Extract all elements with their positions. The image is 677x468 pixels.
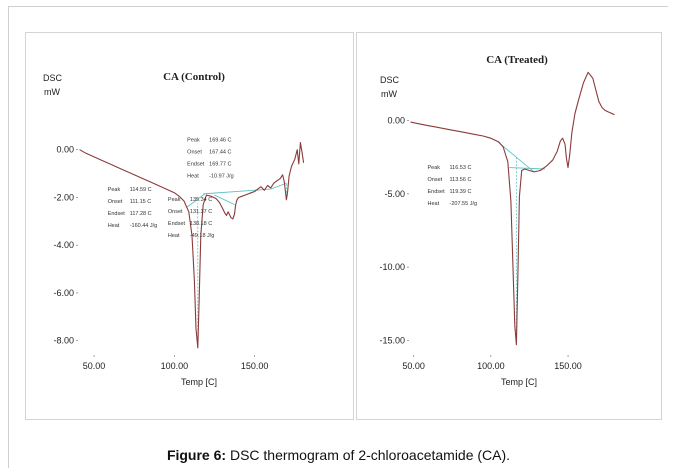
y-tick-label: -15.00 bbox=[379, 335, 405, 345]
annotation-value: 169.77 C bbox=[209, 161, 231, 167]
annotation-value: 116.53 C bbox=[450, 165, 472, 171]
annotation-value: 167.44 C bbox=[209, 149, 231, 155]
caption-text: DSC thermogram of 2-chloroacetamide (CA)… bbox=[226, 447, 511, 463]
baseline-segment bbox=[509, 167, 545, 170]
annotation-value: 113.56 C bbox=[450, 177, 472, 183]
dsc-curve bbox=[410, 71, 615, 346]
annotation-key: Onset bbox=[187, 149, 202, 155]
baseline-segment bbox=[203, 188, 271, 195]
x-tick-label: 100.00 bbox=[477, 361, 505, 371]
peak-annotation: Peak 116.53 C Onset 113.56 C Endset 119.39 C H… bbox=[428, 165, 478, 207]
annotation-value: 131.37 C bbox=[190, 209, 212, 215]
baseline-segment bbox=[186, 193, 206, 208]
x-tick-label: 100.00 bbox=[161, 361, 189, 371]
baseline-segment bbox=[214, 194, 235, 206]
annotation-value: 169.46 C bbox=[209, 137, 231, 143]
y-tick-label: 0.00 bbox=[387, 116, 405, 126]
annotation-value: -10.97 J/g bbox=[209, 173, 233, 179]
annotation-value: -207.55 J/g bbox=[450, 201, 478, 207]
y-tick-label: -6.00 bbox=[53, 288, 74, 298]
annotation-key: Onset bbox=[108, 199, 123, 205]
x-axis-label: Temp [C] bbox=[501, 377, 537, 387]
y-tick-label: 0.00 bbox=[56, 145, 74, 155]
y-tick-label: -10.00 bbox=[379, 262, 405, 272]
y-axis-label-unit: mW bbox=[44, 87, 60, 97]
annotation-key: Peak bbox=[187, 137, 200, 143]
annotation-value: -160.44 J/g bbox=[130, 223, 158, 229]
annotation-value: -49.18 J/g bbox=[190, 233, 214, 239]
annotation-key: Peak bbox=[108, 187, 121, 193]
peak-annotation: Peak 169.46 C Onset 167.44 C Endset 169.77 C H… bbox=[187, 137, 233, 179]
caption-label: Figure 6: bbox=[166, 447, 227, 463]
annotation-key: Endset bbox=[168, 221, 186, 227]
y-tick-label: -8.00 bbox=[53, 336, 74, 346]
x-tick-label: 150.00 bbox=[554, 361, 582, 371]
y-tick-label: -2.00 bbox=[53, 192, 74, 202]
peak-annotation: Peak 135.34 C Onset 131.37 C Endset 138.18 C H… bbox=[168, 197, 214, 239]
y-axis-label-dsc: DSC bbox=[380, 75, 400, 85]
annotation-value: 119.39 C bbox=[450, 189, 472, 195]
x-tick-label: 150.00 bbox=[241, 361, 269, 371]
dsc-chart-control: CA (Control) DSC mW 0.00 -2.00 -4.00 -6.00 -8.0… bbox=[43, 71, 305, 387]
annotation-key: Onset bbox=[428, 177, 443, 183]
annotation-key: Endset bbox=[187, 161, 205, 167]
annotation-value: 135.34 C bbox=[190, 197, 212, 203]
y-tick-label: -4.00 bbox=[53, 240, 74, 250]
annotation-key: Peak bbox=[168, 197, 181, 203]
chart-title: CA (Control) bbox=[163, 71, 225, 83]
dsc-panel-control: CA (Control) DSC mW 0.00 -2.00 -4.00 -6.00 -8.0… bbox=[25, 32, 354, 420]
figure-frame bbox=[8, 6, 668, 468]
annotation-key: Endset bbox=[108, 211, 126, 217]
annotation-value: 111.15 C bbox=[130, 199, 152, 205]
annotation-value: 114.59 C bbox=[130, 187, 152, 193]
peak-annotation: Peak 114.59 C Onset 111.15 C Endset 117.28 C H… bbox=[108, 187, 158, 229]
annotation-key: Heat bbox=[428, 201, 440, 207]
annotation-value: 138.18 C bbox=[190, 221, 212, 227]
annotation-key: Peak bbox=[428, 165, 441, 171]
x-axis-label: Temp [C] bbox=[181, 377, 217, 387]
dsc-chart-treated: CA (Treated) DSC mW 0.00 -5.00 -10.00 -15.00 50… bbox=[379, 54, 615, 387]
figure-caption: Figure 6: DSC thermogram of 2-chloroacet… bbox=[0, 447, 677, 463]
annotation-key: Endset bbox=[428, 189, 446, 195]
annotation-key: Heat bbox=[108, 223, 120, 229]
x-tick-label: 50.00 bbox=[83, 361, 106, 371]
dsc-curve bbox=[79, 141, 305, 349]
annotation-key: Heat bbox=[168, 233, 180, 239]
annotation-key: Heat bbox=[187, 173, 199, 179]
x-tick-label: 50.00 bbox=[402, 361, 425, 371]
y-axis-label-dsc: DSC bbox=[43, 73, 63, 83]
y-tick-label: -5.00 bbox=[384, 189, 405, 199]
annotation-value: 117.28 C bbox=[130, 211, 152, 217]
chart-title: CA (Treated) bbox=[486, 54, 548, 66]
dsc-panel-treated: CA (Treated) DSC mW 0.00 -5.00 -10.00 -15.00 50… bbox=[356, 32, 662, 420]
y-axis-label-unit: mW bbox=[381, 89, 397, 99]
annotation-key: Onset bbox=[168, 209, 183, 215]
